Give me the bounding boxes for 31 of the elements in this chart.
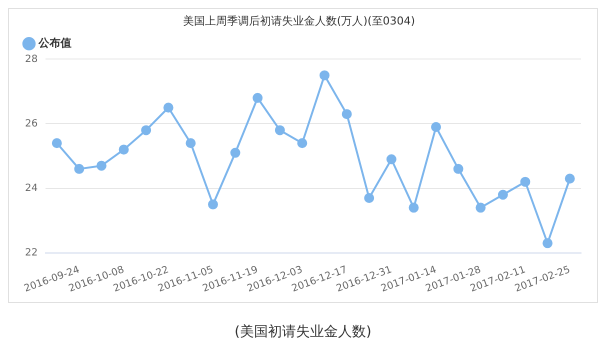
point bbox=[520, 176, 530, 187]
y-tick-label: 26 bbox=[24, 118, 38, 130]
y-tick-label: 24 bbox=[24, 182, 38, 194]
point bbox=[408, 202, 419, 213]
point bbox=[564, 174, 575, 184]
point bbox=[386, 154, 396, 164]
y-tick-label: 28 bbox=[24, 54, 38, 65]
point bbox=[230, 148, 240, 158]
point bbox=[274, 125, 285, 136]
text: (美国初请失业金人数) bbox=[234, 323, 372, 341]
point bbox=[74, 164, 84, 174]
point bbox=[297, 138, 308, 148]
point bbox=[320, 70, 330, 80]
point bbox=[476, 202, 486, 213]
point bbox=[186, 138, 196, 148]
chart-title: 美国上周季调后初请失业金人数(万人)(至0304) bbox=[182, 14, 416, 28]
y-tick-label: 22 bbox=[24, 247, 38, 258]
point bbox=[252, 92, 263, 103]
point bbox=[453, 164, 464, 174]
point bbox=[431, 122, 442, 132]
point bbox=[542, 238, 553, 248]
legend-label: 公布值 bbox=[38, 36, 72, 50]
point bbox=[96, 160, 106, 171]
point bbox=[364, 192, 374, 203]
point bbox=[208, 199, 218, 210]
point bbox=[141, 125, 152, 136]
point bbox=[342, 109, 352, 120]
point bbox=[163, 102, 174, 113]
point bbox=[52, 138, 62, 148]
point bbox=[118, 144, 129, 155]
point bbox=[498, 190, 508, 200]
